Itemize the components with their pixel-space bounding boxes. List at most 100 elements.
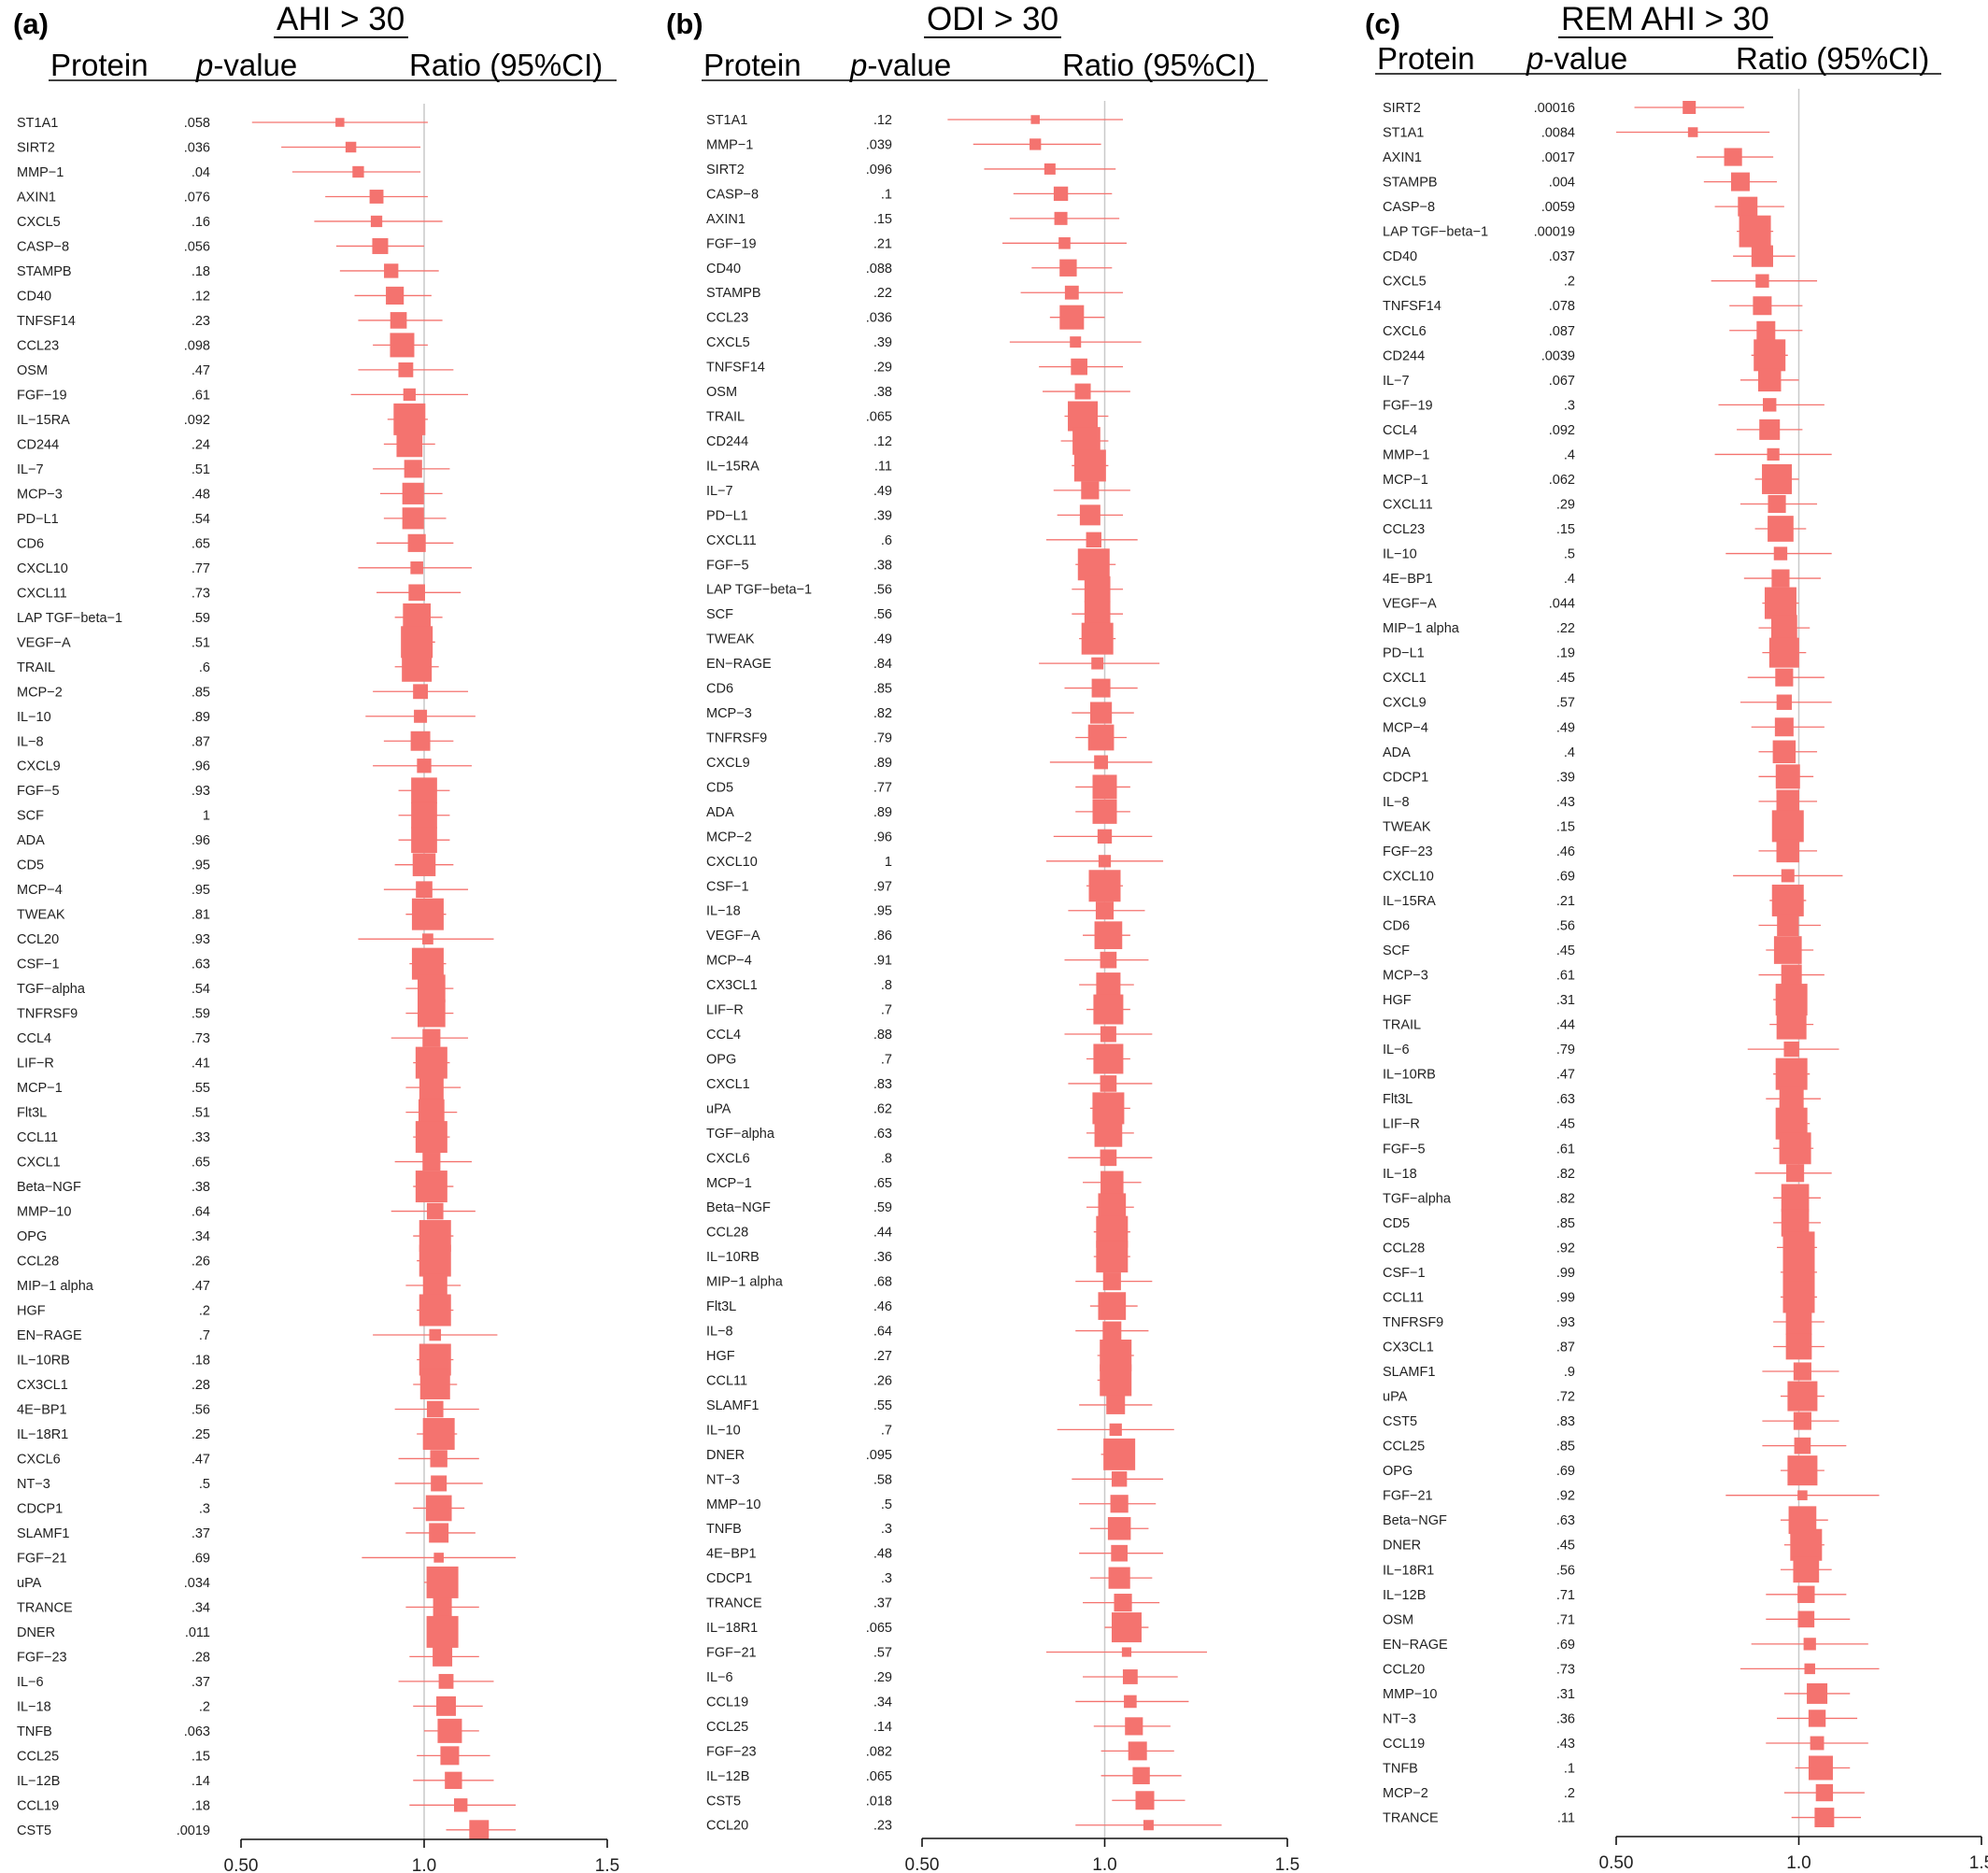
protein-label: DNER xyxy=(1383,1539,1421,1554)
ratio-marker xyxy=(1773,546,1788,560)
ratio-marker xyxy=(1804,1663,1815,1675)
ratio-marker xyxy=(1100,1364,1132,1397)
p-value: .15 xyxy=(192,1749,210,1764)
protein-label: DNER xyxy=(17,1625,55,1640)
ratio-marker xyxy=(402,507,424,530)
ratio-marker xyxy=(1096,1241,1129,1273)
ratio-marker xyxy=(426,1566,459,1598)
p-value: .34 xyxy=(192,1600,210,1615)
p-value: .91 xyxy=(873,954,892,969)
protein-label: TRAIL xyxy=(17,660,55,675)
p-value: .23 xyxy=(873,1819,892,1834)
ratio-marker xyxy=(416,881,433,899)
ratio-marker xyxy=(1092,1092,1125,1125)
p-value: .95 xyxy=(873,904,892,919)
p-value: .36 xyxy=(873,1250,892,1265)
protein-label: OSM xyxy=(706,385,737,400)
p-value: .096 xyxy=(866,163,892,177)
protein-label: FGF−23 xyxy=(706,1744,757,1759)
ratio-marker xyxy=(1122,1669,1138,1684)
header-ratio: Ratio (95%CI) xyxy=(1736,41,1929,76)
p-value: .95 xyxy=(192,883,210,898)
ratio-marker xyxy=(1110,1495,1129,1513)
ratio-marker xyxy=(1753,296,1772,316)
protein-label: CASP−8 xyxy=(1383,200,1435,215)
p-value: .22 xyxy=(873,286,892,301)
ratio-marker xyxy=(438,1673,454,1689)
p-value: .55 xyxy=(192,1081,210,1096)
protein-label: IL−15RA xyxy=(1383,894,1436,909)
protein-label: FGF−21 xyxy=(1383,1489,1433,1504)
protein-label: SLAMF1 xyxy=(17,1526,69,1541)
p-value: .011 xyxy=(185,1625,210,1640)
protein-label: CCL4 xyxy=(1383,423,1417,438)
protein-label: CXCL10 xyxy=(706,855,758,870)
ratio-marker xyxy=(1751,245,1773,267)
p-value: .87 xyxy=(1556,1341,1575,1355)
p-value: .71 xyxy=(1556,1612,1575,1627)
ratio-marker xyxy=(440,1746,460,1766)
protein-label: MCP−1 xyxy=(1383,473,1428,488)
p-value: .93 xyxy=(192,932,210,947)
ratio-marker xyxy=(1107,1516,1131,1540)
protein-label: CD6 xyxy=(706,682,733,697)
protein-label: AXIN1 xyxy=(17,190,56,205)
p-value: .00016 xyxy=(1534,101,1575,116)
p-value: .45 xyxy=(1556,1539,1575,1554)
protein-label: TGF−alpha xyxy=(17,982,86,997)
protein-label: CST5 xyxy=(706,1794,741,1809)
protein-label: 4E−BP1 xyxy=(1383,572,1433,587)
p-value: .56 xyxy=(873,607,892,622)
protein-label: AXIN1 xyxy=(706,212,746,227)
ratio-marker xyxy=(436,1696,456,1716)
protein-label: VEGF−A xyxy=(17,635,71,650)
ratio-marker xyxy=(1793,1412,1811,1430)
protein-label: MMP−1 xyxy=(706,137,753,152)
ratio-marker xyxy=(410,731,431,751)
p-value: .86 xyxy=(873,929,892,944)
protein-label: EN−RAGE xyxy=(706,657,772,672)
protein-label: CCL28 xyxy=(1383,1241,1425,1256)
ratio-marker xyxy=(1763,398,1777,412)
ratio-marker xyxy=(1775,1057,1808,1090)
ratio-marker xyxy=(445,1771,462,1790)
ratio-marker xyxy=(1777,914,1799,937)
p-value: .4 xyxy=(1564,572,1575,587)
ratio-marker xyxy=(1068,401,1099,432)
protein-label: FGF−21 xyxy=(706,1646,757,1661)
protein-label: PD−L1 xyxy=(706,508,748,523)
p-value: .65 xyxy=(192,536,210,551)
ratio-marker xyxy=(1762,463,1793,494)
ratio-marker xyxy=(1808,1710,1826,1727)
p-value: .89 xyxy=(192,710,210,725)
protein-label: MCP−4 xyxy=(17,883,63,898)
p-value: .15 xyxy=(873,212,892,227)
protein-label: Flt3L xyxy=(706,1299,736,1314)
p-value: .59 xyxy=(192,611,210,626)
p-value: .85 xyxy=(1556,1440,1575,1454)
p-value: .92 xyxy=(1556,1489,1575,1504)
ratio-marker xyxy=(1098,1292,1127,1320)
ratio-marker xyxy=(469,1820,490,1840)
protein-label: CCL28 xyxy=(706,1226,748,1241)
p-value: .36 xyxy=(1556,1711,1575,1726)
ratio-marker xyxy=(335,118,345,127)
ratio-marker xyxy=(1739,215,1771,248)
p-value: .0019 xyxy=(177,1823,210,1838)
ratio-marker xyxy=(1781,869,1795,883)
p-value: .065 xyxy=(866,1769,892,1784)
ratio-marker xyxy=(1738,196,1758,217)
protein-label: TNFSF14 xyxy=(17,314,76,329)
protein-label: LIF−R xyxy=(1383,1117,1420,1132)
ratio-marker xyxy=(426,1615,459,1648)
p-value: .098 xyxy=(184,338,210,353)
header-pvalue-rest: -value xyxy=(867,48,951,82)
protein-label: CXCL5 xyxy=(17,215,61,230)
p-value: .63 xyxy=(873,1127,892,1142)
protein-label: CD244 xyxy=(17,437,59,452)
protein-label: TNFSF14 xyxy=(1383,299,1441,314)
ratio-marker xyxy=(1787,1455,1818,1486)
p-value: .1 xyxy=(881,187,892,202)
protein-label: HGF xyxy=(706,1349,735,1364)
